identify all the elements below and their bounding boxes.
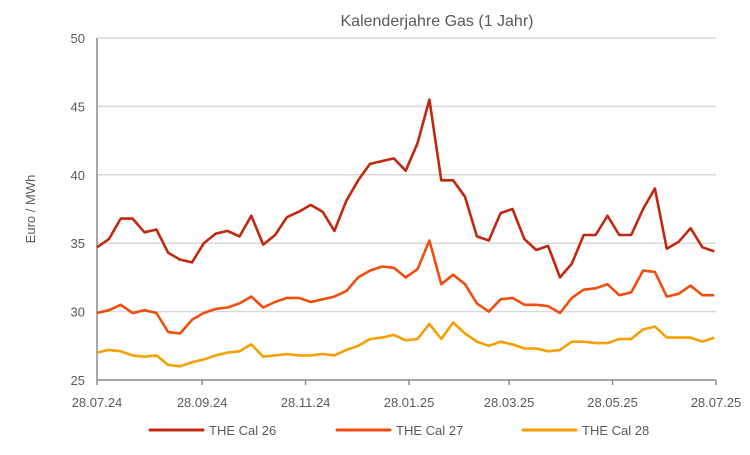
y-axis-label: Euro / MWh bbox=[23, 175, 38, 244]
y-tick-label: 25 bbox=[71, 373, 85, 388]
y-tick-label: 35 bbox=[71, 236, 85, 251]
x-tick-label: 28.07.25 bbox=[691, 395, 742, 410]
y-tick-label: 40 bbox=[71, 168, 85, 183]
y-tick-label: 30 bbox=[71, 305, 85, 320]
x-tick-label: 28.09.24 bbox=[177, 395, 228, 410]
y-tick-label: 45 bbox=[71, 99, 85, 114]
legend-label: THE Cal 27 bbox=[396, 423, 463, 438]
legend-label: THE Cal 28 bbox=[582, 423, 649, 438]
x-tick-label: 28.11.24 bbox=[281, 395, 331, 410]
chart-title: Kalenderjahre Gas (1 Jahr) bbox=[341, 13, 534, 30]
x-tick-label: 28.03.25 bbox=[484, 395, 535, 410]
x-tick-label: 28.05.25 bbox=[587, 395, 638, 410]
series-line-the-cal-26 bbox=[96, 98, 715, 279]
series-line-the-cal-27 bbox=[96, 239, 715, 335]
y-tick-label: 50 bbox=[71, 31, 85, 46]
series-line-the-cal-28 bbox=[96, 321, 715, 368]
legend-label: THE Cal 26 bbox=[209, 423, 276, 438]
x-tick-label: 28.07.24 bbox=[72, 395, 123, 410]
x-tick-label: 28.01.25 bbox=[384, 395, 435, 410]
